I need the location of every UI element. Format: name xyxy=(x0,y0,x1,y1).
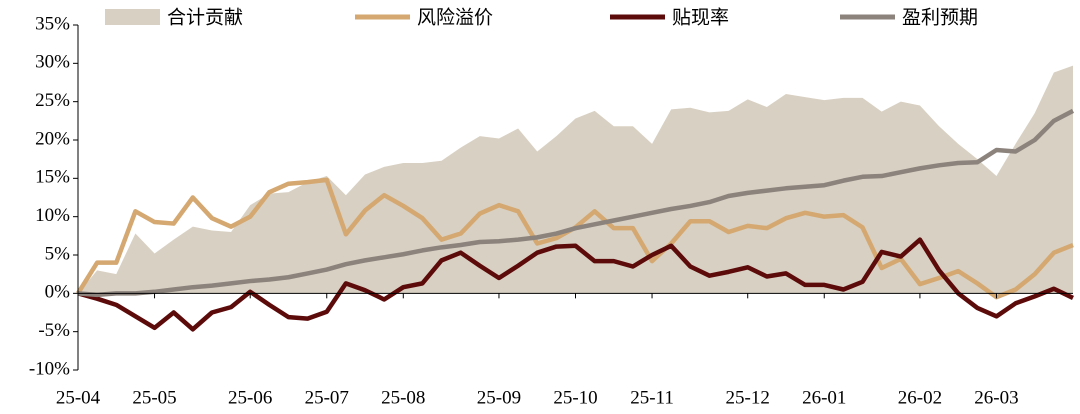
legend-label: 合计贡献 xyxy=(167,7,243,29)
y-tick-label: 20% xyxy=(35,128,70,149)
y-tick-label: 35% xyxy=(35,13,70,34)
line xyxy=(77,108,1075,298)
x-tick-label: 25-11 xyxy=(630,387,674,408)
legend-label: 盈利预期 xyxy=(902,7,978,29)
x-tick-label: 26-03 xyxy=(974,387,1018,408)
x-tick-label: 25-10 xyxy=(553,387,597,408)
y-tick-label: 10% xyxy=(35,205,70,226)
x-tick-label: 26-02 xyxy=(898,387,942,408)
x-tick-label: 25-07 xyxy=(305,387,349,408)
y-tick-label: 30% xyxy=(35,52,70,73)
y-tick-label: 5% xyxy=(45,243,71,264)
y-tick-label: 15% xyxy=(35,167,70,188)
y-tick-label: -10% xyxy=(29,358,70,379)
x-tick-label: 25-12 xyxy=(726,387,770,408)
y-tick-label: 0% xyxy=(45,282,71,303)
legend-swatch xyxy=(105,9,160,25)
x-tick-label: 25-05 xyxy=(132,387,176,408)
legend-label: 贴现率 xyxy=(672,7,729,29)
legend-label: 风险溢价 xyxy=(417,7,493,29)
y-tick-label: 25% xyxy=(35,90,70,111)
x-tick-label: 25-09 xyxy=(477,387,521,408)
x-tick-label: 25-04 xyxy=(56,387,101,408)
x-tick-label: 26-01 xyxy=(802,387,846,408)
line xyxy=(77,237,1074,332)
y-tick-label: -5% xyxy=(38,320,70,341)
area xyxy=(78,65,1073,294)
x-tick-label: 25-08 xyxy=(381,387,425,408)
x-tick-label: 25-06 xyxy=(228,387,272,408)
